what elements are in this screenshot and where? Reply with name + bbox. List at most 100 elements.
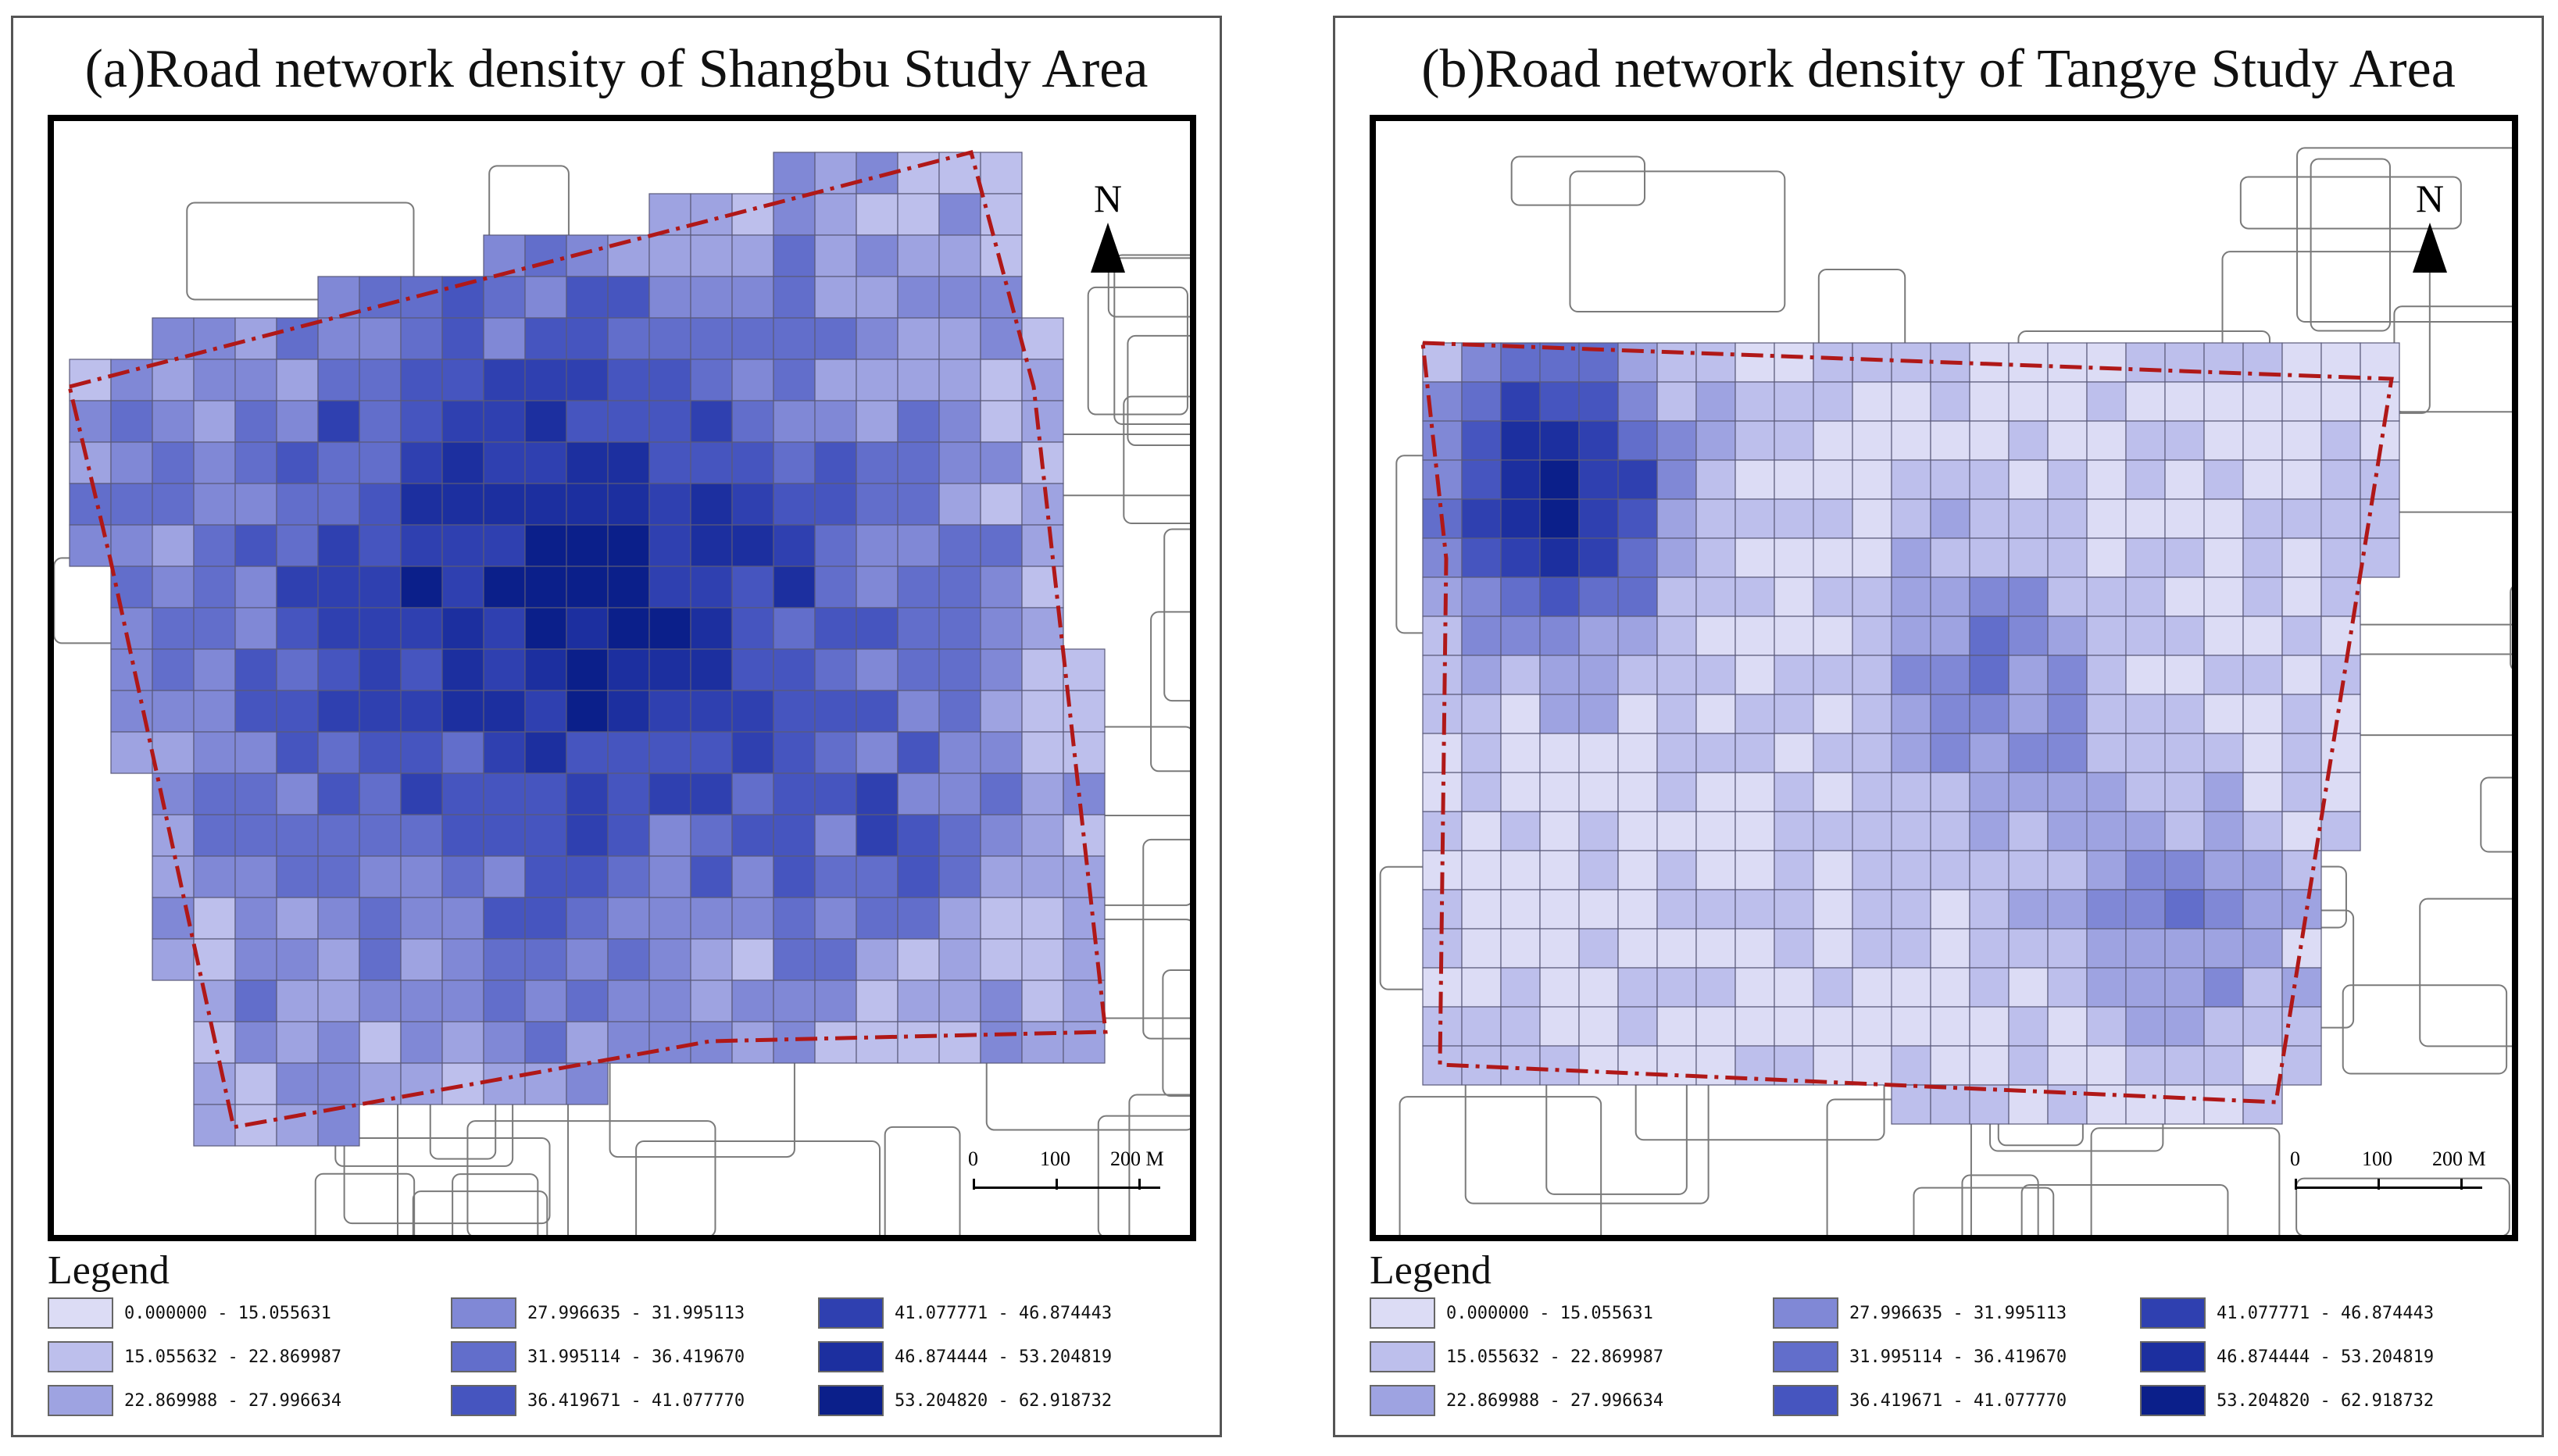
density-cell: [524, 814, 567, 857]
density-cell: [152, 524, 195, 567]
density-cell: [566, 276, 609, 319]
density-cell: [234, 980, 277, 1022]
density-cell: [1539, 655, 1580, 695]
density-cell: [1774, 576, 1814, 617]
density-cell: [1735, 694, 1775, 734]
density-cell: [1695, 537, 1736, 578]
density-cell: [1930, 733, 1970, 773]
density-cell: [1969, 459, 2010, 500]
density-cell: [2125, 1084, 2166, 1125]
density-cell: [2203, 1006, 2244, 1047]
density-cell: [1891, 967, 1931, 1008]
density-cell: [1969, 655, 2010, 695]
density-cell: [690, 400, 733, 443]
density-cell: [980, 731, 1023, 774]
legend-item: 53.204820 - 62.918732: [2140, 1383, 2434, 1418]
density-cell: [1021, 648, 1064, 691]
scale-tick: [1056, 1179, 1058, 1190]
density-cell: [856, 607, 899, 650]
density-cell: [1656, 381, 1697, 422]
density-cell: [234, 938, 277, 981]
density-cell: [566, 1021, 609, 1064]
density-cell: [980, 317, 1023, 360]
density-cell: [731, 317, 774, 360]
density-cell: [317, 1021, 360, 1064]
density-cell: [856, 980, 899, 1022]
density-cell: [2086, 655, 2127, 695]
density-cell: [1578, 420, 1619, 461]
density-cell: [1021, 400, 1064, 443]
density-cell: [400, 607, 443, 650]
density-cell: [483, 773, 526, 815]
density-cell: [980, 1021, 1023, 1064]
density-cell: [193, 897, 236, 940]
density-cell: [814, 400, 857, 443]
density-cell: [648, 773, 691, 815]
density-cell: [2125, 616, 2166, 656]
density-cell: [814, 193, 857, 236]
density-cell: [1578, 1045, 1619, 1086]
density-cell: [856, 441, 899, 484]
density-cell: [1735, 889, 1775, 930]
density-cell: [524, 607, 567, 650]
density-cell: [1500, 889, 1541, 930]
density-cell: [1021, 814, 1064, 857]
density-cell: [1422, 576, 1463, 617]
density-cell: [648, 980, 691, 1022]
density-cell: [1695, 420, 1736, 461]
density-cell: [234, 441, 277, 484]
city-block: [2342, 984, 2508, 1075]
density-cell: [1852, 772, 1892, 812]
density-cell: [234, 483, 277, 526]
density-cell: [234, 317, 277, 360]
density-cell: [856, 483, 899, 526]
density-cell: [2008, 381, 2049, 422]
density-cell: [2047, 967, 2088, 1008]
density-cell: [2125, 576, 2166, 617]
density-cell: [897, 193, 940, 236]
density-cell: [1695, 850, 1736, 890]
density-cell: [524, 359, 567, 401]
density-cell: [1422, 420, 1463, 461]
density-cell: [2360, 342, 2400, 383]
density-cell: [1656, 1045, 1697, 1086]
density-cell: [773, 152, 816, 194]
density-cell: [690, 814, 733, 857]
legend-label: 31.995114 - 36.419670: [1849, 1347, 2067, 1367]
legend-label: 41.077771 - 46.874443: [2217, 1303, 2435, 1323]
density-cell: [1852, 733, 1892, 773]
density-cell: [731, 897, 774, 940]
density-cell: [566, 897, 609, 940]
density-cell: [2242, 381, 2283, 422]
density-cell: [814, 359, 857, 401]
density-cell: [2086, 459, 2127, 500]
legend-item: 31.995114 - 36.419670: [1773, 1340, 2067, 1374]
density-cell: [814, 276, 857, 319]
density-cell: [1578, 381, 1619, 422]
density-cell: [607, 276, 650, 319]
density-cell: [1063, 731, 1106, 774]
density-cell: [276, 483, 319, 526]
density-cell: [690, 566, 733, 608]
density-cell: [1774, 498, 1814, 539]
density-cell: [441, 938, 484, 981]
density-cell: [2281, 655, 2322, 695]
legend-swatch: [1773, 1341, 1838, 1372]
density-cell: [897, 773, 940, 815]
density-cell: [1500, 733, 1541, 773]
density-cell: [193, 607, 236, 650]
density-cell: [1813, 576, 1853, 617]
density-cell: [566, 855, 609, 898]
density-cell: [980, 441, 1023, 484]
density-cell: [1656, 616, 1697, 656]
density-cell: [1539, 850, 1580, 890]
density-cell: [1930, 772, 1970, 812]
density-cell: [1695, 616, 1736, 656]
legend-item: 0.000000 - 15.055631: [1370, 1296, 1653, 1330]
density-cell: [276, 441, 319, 484]
density-cell: [938, 359, 981, 401]
density-cell: [1852, 655, 1892, 695]
density-cell: [1578, 772, 1619, 812]
density-cell: [2125, 772, 2166, 812]
legend-swatch: [1370, 1385, 1435, 1416]
